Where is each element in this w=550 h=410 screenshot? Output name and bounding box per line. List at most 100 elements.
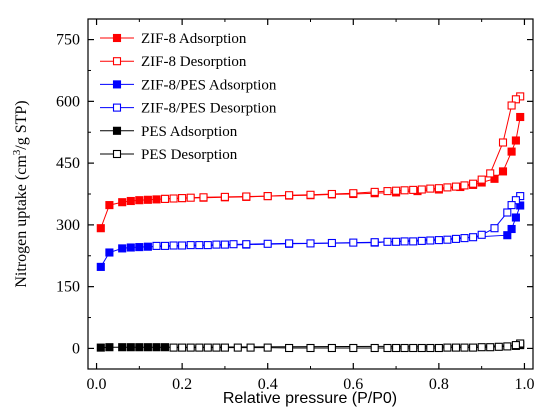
legend-item: ZIF-8 Adsorption xyxy=(100,31,247,47)
data-point xyxy=(503,208,512,217)
legend-marker xyxy=(112,103,122,112)
data-point xyxy=(246,343,255,352)
data-point xyxy=(434,343,443,353)
data-point xyxy=(212,240,221,249)
series-1 xyxy=(160,92,525,203)
data-point xyxy=(469,233,478,242)
data-point xyxy=(486,169,495,178)
data-point xyxy=(229,240,238,249)
data-point xyxy=(516,201,525,210)
legend-label: ZIF-8/PES Adsorption xyxy=(141,77,277,93)
data-point xyxy=(409,343,418,353)
x-tick-label: 0.6 xyxy=(343,376,363,393)
data-point xyxy=(469,179,478,188)
data-point xyxy=(486,343,495,352)
data-point xyxy=(327,189,336,199)
data-point xyxy=(370,343,379,353)
data-point xyxy=(306,190,315,199)
series-line xyxy=(100,344,521,349)
x-axis-label: Relative pressure (P/P0) xyxy=(223,390,397,407)
data-point xyxy=(285,343,294,353)
data-point xyxy=(152,343,161,352)
data-point xyxy=(409,185,418,194)
data-point xyxy=(511,95,520,104)
y-axis-label-rest: /g STP) xyxy=(13,100,30,149)
y-tick-label: 600 xyxy=(56,93,80,110)
data-point xyxy=(263,239,272,248)
data-point xyxy=(143,242,152,251)
x-tick-label: 0.8 xyxy=(429,376,449,393)
data-point xyxy=(507,101,516,110)
data-point xyxy=(135,243,144,252)
data-point xyxy=(105,201,114,210)
data-point xyxy=(220,192,229,201)
data-point xyxy=(516,112,525,122)
data-point xyxy=(220,240,229,249)
legend: ZIF-8 Adsorption ZIF-8 Desorption ZIF-8/PE… xyxy=(100,31,277,163)
data-point xyxy=(451,234,461,243)
y-axis-label: Nitrogen uptake (cm3/g STP) xyxy=(11,100,30,287)
data-point xyxy=(160,194,170,203)
data-point xyxy=(417,236,426,245)
legend-label: ZIF-8 Adsorption xyxy=(141,31,247,47)
data-point xyxy=(195,241,204,250)
data-point xyxy=(434,184,443,193)
legend-marker xyxy=(112,80,122,89)
data-point xyxy=(186,343,195,352)
data-point xyxy=(494,342,503,351)
data-point xyxy=(349,189,358,198)
data-point xyxy=(169,241,178,250)
data-point xyxy=(178,194,187,203)
data-point xyxy=(327,343,336,353)
data-point xyxy=(503,342,512,351)
data-point xyxy=(263,192,272,201)
data-point xyxy=(507,201,516,210)
data-point xyxy=(178,343,187,352)
data-point xyxy=(417,343,426,353)
data-point xyxy=(285,191,294,200)
y-axis-label-main: Nitrogen uptake (cm xyxy=(13,155,30,288)
data-point xyxy=(96,224,105,233)
legend-marker xyxy=(112,33,122,43)
data-point xyxy=(443,183,452,192)
data-point xyxy=(477,175,486,184)
legend-label: ZIF-8/PES Desorption xyxy=(141,101,277,117)
data-point xyxy=(160,343,170,352)
legend-marker xyxy=(112,149,122,159)
data-point xyxy=(460,234,469,243)
data-point xyxy=(477,343,486,352)
data-point xyxy=(349,238,358,247)
data-point xyxy=(498,167,508,176)
data-point xyxy=(507,147,516,156)
axes-layer: 0.0 0.2 0.4 0.6 0.8 1.0 0 150 300 450 600 750 xyxy=(56,19,534,393)
data-point xyxy=(195,343,204,352)
data-point xyxy=(118,244,127,253)
data-point xyxy=(306,343,315,353)
y-axis-label-sup: 3 xyxy=(11,149,23,155)
data-point xyxy=(383,343,392,353)
data-point xyxy=(118,198,127,207)
data-point xyxy=(392,237,401,246)
data-point xyxy=(511,136,520,145)
data-point xyxy=(143,195,152,204)
x-tick-label: 1.0 xyxy=(514,376,534,393)
y-tick-label: 150 xyxy=(56,279,80,296)
data-point xyxy=(443,343,452,352)
data-point xyxy=(143,343,152,352)
legend-item: ZIF-8 Desorption xyxy=(100,54,247,70)
data-point xyxy=(477,230,486,239)
data-point xyxy=(490,174,499,183)
x-tick-label: 0.4 xyxy=(258,376,278,393)
data-point xyxy=(199,193,208,202)
data-point xyxy=(186,193,195,202)
data-point xyxy=(503,231,512,240)
data-point xyxy=(118,343,127,352)
data-point xyxy=(349,343,358,353)
data-point xyxy=(434,236,443,245)
data-point xyxy=(426,343,435,353)
series-layer xyxy=(96,92,525,353)
data-point xyxy=(152,195,161,204)
legend-item: PES Adsorption xyxy=(100,124,238,140)
data-point xyxy=(383,187,392,196)
